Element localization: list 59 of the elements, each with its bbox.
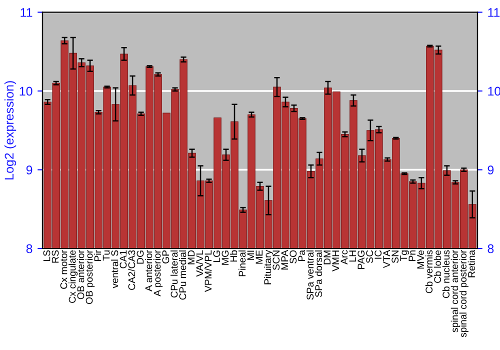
x-tick-label: VMH bbox=[332, 250, 339, 272]
x-tick-label: LS bbox=[43, 250, 50, 261]
x-tick-label: Pn bbox=[408, 250, 416, 261]
x-tick-label: Tg bbox=[400, 250, 409, 262]
x-tick-label: RS bbox=[52, 250, 59, 263]
x-tick-label: GP bbox=[162, 250, 170, 264]
x-tick-label: SCN bbox=[272, 250, 280, 270]
x-tick-label: SC bbox=[366, 250, 374, 263]
x-tick-label: A anterior bbox=[145, 250, 152, 292]
x-tick-label: Cb lobe bbox=[434, 250, 442, 283]
x-tick-label: LH bbox=[349, 250, 356, 262]
x-tick-label: VTA bbox=[383, 250, 390, 268]
x-tick-label: Retina bbox=[468, 250, 476, 278]
x-tick-label: CPu medial bbox=[179, 250, 186, 300]
x-tick-label: OB posterior bbox=[86, 250, 95, 304]
x-tick-label: Cx cingulate bbox=[68, 250, 78, 303]
y-tick-label: 9 bbox=[26, 166, 32, 174]
x-tick-label: MD bbox=[188, 250, 195, 264]
x-tick-label: Pa bbox=[298, 250, 306, 261]
y-tick-label: 8 bbox=[26, 244, 32, 254]
x-tick-label: Arc bbox=[340, 250, 348, 264]
y-tick-label: 10 bbox=[20, 86, 32, 96]
x-tick-label: IC bbox=[374, 250, 382, 259]
x-tick-label: Cb vermis bbox=[425, 250, 433, 294]
x-tick-label: DM bbox=[324, 250, 330, 264]
x-tick-label: MVe bbox=[417, 250, 424, 269]
x-tick-label: spinal cord posterior bbox=[459, 250, 468, 338]
x-tick-label: spinal cord anterior bbox=[450, 250, 460, 332]
y-axis-title: Log2 (expression) bbox=[4, 81, 16, 180]
x-tick-label: MI bbox=[247, 250, 254, 260]
x-tick-label: Pir bbox=[94, 250, 102, 261]
y2-tick-label: 9 bbox=[488, 166, 494, 174]
x-tick-label: SO bbox=[290, 250, 297, 264]
x-tick-label: Hb bbox=[230, 250, 238, 262]
x-tick-label: ME bbox=[256, 250, 263, 264]
x-tick-label: SPa ventral bbox=[306, 250, 314, 300]
x-tick-label: CA1 bbox=[120, 250, 127, 268]
x-tick-label: ventral S bbox=[111, 250, 118, 288]
x-tick-label: CPu lateral bbox=[170, 250, 178, 298]
x-tick-label: PAG bbox=[358, 250, 365, 269]
x-tick-label: CA2/CA3 bbox=[128, 250, 136, 290]
x-tick-label: Pineal bbox=[238, 250, 246, 276]
y2-tick-label: 11 bbox=[488, 8, 500, 17]
y-tick-label: 11 bbox=[20, 8, 32, 17]
x-tick-label: MG bbox=[222, 250, 229, 265]
x-tick-label: Cx motor bbox=[60, 250, 68, 289]
x-tick-label: Pituitary bbox=[264, 250, 274, 284]
x-tick-label: A posterior bbox=[154, 250, 163, 296]
y2-tick-label: 8 bbox=[488, 244, 494, 254]
x-tick-label: VA/VL bbox=[196, 250, 204, 277]
x-tick-label: DG bbox=[136, 250, 144, 264]
x-tick-label: OB anterior bbox=[77, 250, 84, 300]
x-tick-label: LG bbox=[213, 250, 220, 262]
x-tick-label: MPA bbox=[281, 250, 288, 270]
x-tick-label: Cb nucleus bbox=[442, 250, 450, 298]
x-tick-label: SPa dorsal bbox=[314, 250, 322, 297]
x-tick-label: SN bbox=[392, 250, 399, 263]
x-tick-label: Tu bbox=[102, 250, 110, 261]
x-tick-label: VPM/VPL bbox=[204, 250, 212, 292]
